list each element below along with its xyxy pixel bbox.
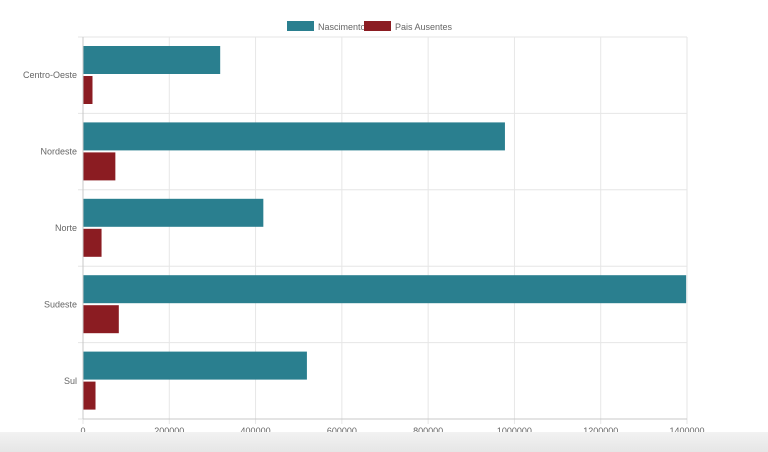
bar-pais-ausentes-sul[interactable] [83, 381, 96, 410]
chart-legend[interactable]: Nascimento Pais Ausentes [287, 21, 453, 32]
bar-nascimento-nordeste[interactable] [83, 122, 505, 151]
bar-pais-ausentes-sudeste[interactable] [83, 305, 119, 334]
y-tick-label: Centro-Oeste [23, 70, 77, 80]
y-tick-label: Sudeste [44, 299, 77, 309]
x-tick-label: 0 [80, 426, 85, 432]
bar-nascimento-sul[interactable] [83, 351, 307, 380]
x-tick-label: 200000 [154, 426, 184, 432]
bar-nascimento-centro-oeste[interactable] [83, 46, 221, 74]
x-tick-label: 800000 [413, 426, 443, 432]
bar-pais-ausentes-nordeste[interactable] [83, 152, 116, 181]
x-tick-label: 600000 [327, 426, 357, 432]
y-tick-labels: Centro-Oeste Nordeste Norte Sudeste Sul [23, 70, 77, 386]
bar-pais-ausentes-centro-oeste[interactable] [83, 76, 93, 104]
x-tick-label: 1400000 [669, 426, 704, 432]
bar-chart: Nascimento Pais Ausentes Centro-Oeste Nord… [23, 21, 705, 436]
bar-nascimento-sudeste[interactable] [83, 275, 687, 304]
bars [83, 46, 687, 410]
legend-swatch [364, 21, 391, 31]
y-tick-label: Nordeste [40, 147, 77, 157]
x-tick-label: 1000000 [497, 426, 532, 432]
x-tick-labels: 0 200000 400000 600000 800000 1000000 1200000 1… [80, 426, 704, 436]
legend-item-nascimento[interactable]: Nascimento [287, 21, 366, 32]
y-tick-label: Sul [64, 376, 77, 386]
legend-swatch [287, 21, 314, 31]
axes [82, 37, 687, 420]
legend-label: Nascimento [318, 22, 366, 32]
window-bottom-bar [0, 432, 768, 452]
bar-pais-ausentes-norte[interactable] [83, 228, 102, 257]
x-tick-label: 400000 [241, 426, 271, 432]
legend-label: Pais Ausentes [395, 22, 453, 32]
x-tick-label: 1200000 [583, 426, 618, 432]
legend-item-pais-ausentes[interactable]: Pais Ausentes [364, 21, 453, 32]
bar-nascimento-norte[interactable] [83, 198, 264, 227]
y-tick-label: Norte [55, 223, 77, 233]
